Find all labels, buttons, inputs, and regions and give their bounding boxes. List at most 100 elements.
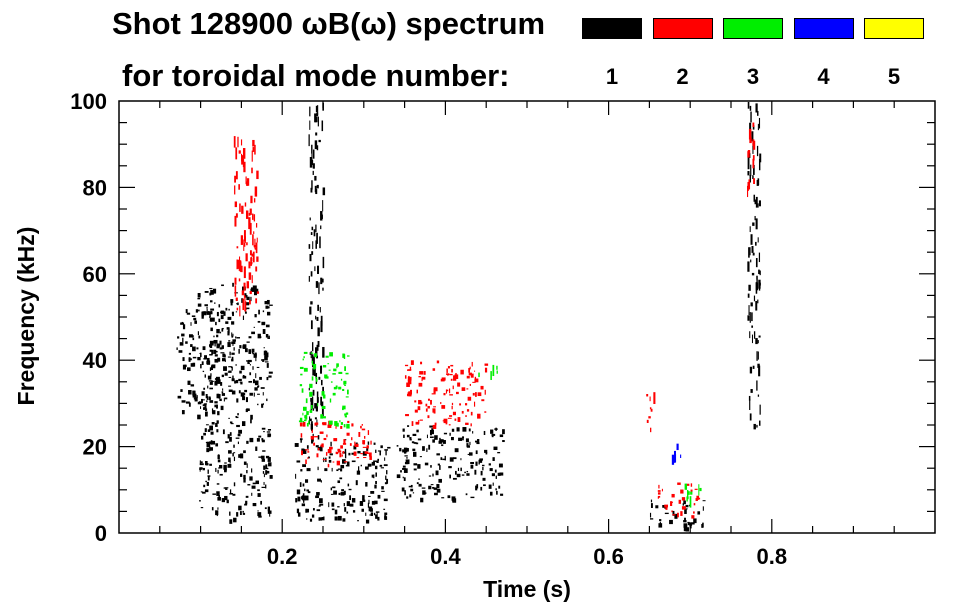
spectrum-cell [380, 445, 383, 449]
spectrum-cell [202, 404, 205, 407]
spectrum-cell [177, 395, 182, 399]
spectrum-cell [306, 518, 308, 520]
spectrum-cell [412, 492, 415, 494]
spectrum-cell [347, 389, 349, 395]
spectrum-cell [190, 344, 193, 348]
spectrum-cell [664, 512, 669, 515]
spectrum-cell [242, 512, 246, 515]
spectrum-cell [214, 302, 216, 304]
spectrum-cell [419, 419, 423, 421]
spectrum-cell [309, 306, 312, 315]
spectrum-cell [313, 356, 315, 368]
spectrum-cell [309, 217, 311, 221]
spectrum-cell [753, 295, 756, 302]
spectrum-cell [239, 370, 242, 374]
spectrum-cell [439, 465, 441, 470]
spectrum-cell [466, 375, 470, 379]
spectrum-cell [689, 496, 692, 508]
spectrum-cell [301, 448, 305, 453]
spectrum-cell [405, 459, 410, 465]
spectrum-cell [327, 448, 332, 454]
spectrum-cell [229, 459, 231, 464]
spectrum-cell [359, 501, 364, 506]
spectrum-cell [227, 463, 232, 468]
spectrum-cell [492, 364, 495, 377]
spectrum-cell [198, 309, 200, 312]
spectrum-cell [313, 442, 316, 446]
spectrum-cell [409, 494, 412, 498]
spectrum-cell [375, 514, 378, 519]
spectrum-cell [680, 511, 683, 516]
spectrum-cell [201, 391, 205, 396]
spectrum-cell [446, 368, 448, 373]
spectrum-cell [236, 512, 239, 517]
spectrum-cell [420, 497, 424, 503]
spectrum-cell [425, 408, 428, 412]
spectrum-cell [223, 311, 226, 316]
spectrum-cell [315, 189, 318, 195]
spectrum-cell [232, 375, 234, 380]
spectrum-cell [683, 500, 686, 505]
spectrum-cell [427, 405, 430, 409]
spectrum-cell [303, 498, 305, 503]
spectrum-cell [225, 468, 227, 471]
spectrum-cell [443, 418, 448, 424]
spectrum-cell [402, 465, 406, 468]
spectrum-cell [407, 369, 412, 371]
legend-swatch-mode-1 [582, 18, 642, 39]
spectrum-cell [192, 393, 197, 398]
spectrum-cell [238, 506, 242, 508]
spectrum-cell [240, 392, 245, 397]
spectrum-cell [269, 511, 271, 517]
spectrum-cell [251, 468, 253, 473]
spectrum-cell [243, 461, 247, 465]
spectrum-cell [244, 348, 248, 353]
spectrum-cell [311, 429, 313, 433]
spectrum-cell [258, 435, 262, 438]
spectrum-cell [747, 151, 750, 158]
spectrum-cell [335, 385, 338, 389]
spectrum-cell [268, 462, 272, 467]
spectrum-cell [317, 327, 320, 337]
spectrum-cell [316, 184, 319, 189]
spectrum-cell [232, 333, 234, 337]
spectrum-cell [442, 458, 446, 461]
spectrum-cell [244, 293, 247, 298]
spectrum-cell [231, 321, 235, 325]
spectrum-cell [413, 463, 418, 466]
spectrum-cell [441, 377, 446, 381]
spectrum-cell [231, 390, 236, 395]
spectrum-cell [490, 429, 494, 434]
spectrum-cell [221, 345, 224, 349]
spectrum-cell [209, 425, 214, 431]
spectrum-cell [436, 484, 440, 489]
spectrum-cell [260, 455, 265, 459]
spectrum-cell [396, 445, 399, 447]
spectrum-cell [217, 344, 221, 346]
spectrum-cell [242, 396, 246, 401]
spectrum-cell [194, 397, 198, 402]
spectrum-cell [347, 355, 350, 357]
spectrum-cell [492, 457, 495, 461]
spectrum-cell [317, 466, 319, 471]
spectrum-cell [209, 447, 213, 451]
spectrum-cell [362, 495, 365, 501]
spectrum-cell [219, 473, 223, 476]
spectrum-region-mode-2 [747, 122, 756, 198]
spectrum-cell [646, 419, 649, 423]
spectrum-cell [210, 327, 213, 332]
spectrum-cell [212, 410, 216, 415]
spectrum-cell [358, 431, 361, 437]
spectrum-cell [204, 374, 206, 378]
spectrum-cell [313, 363, 317, 369]
spectrum-region-mode-3 [298, 351, 350, 429]
spectrum-cell [346, 461, 350, 467]
spectrum-cell [312, 163, 315, 169]
spectrum-cell [251, 492, 253, 496]
spectrum-cell [375, 480, 377, 485]
spectrum-cell [307, 451, 310, 453]
spectrum-cell [328, 369, 331, 371]
y-tick-label: 80 [83, 175, 107, 200]
spectrum-cell [310, 232, 313, 235]
spectrum-cell [403, 468, 408, 473]
